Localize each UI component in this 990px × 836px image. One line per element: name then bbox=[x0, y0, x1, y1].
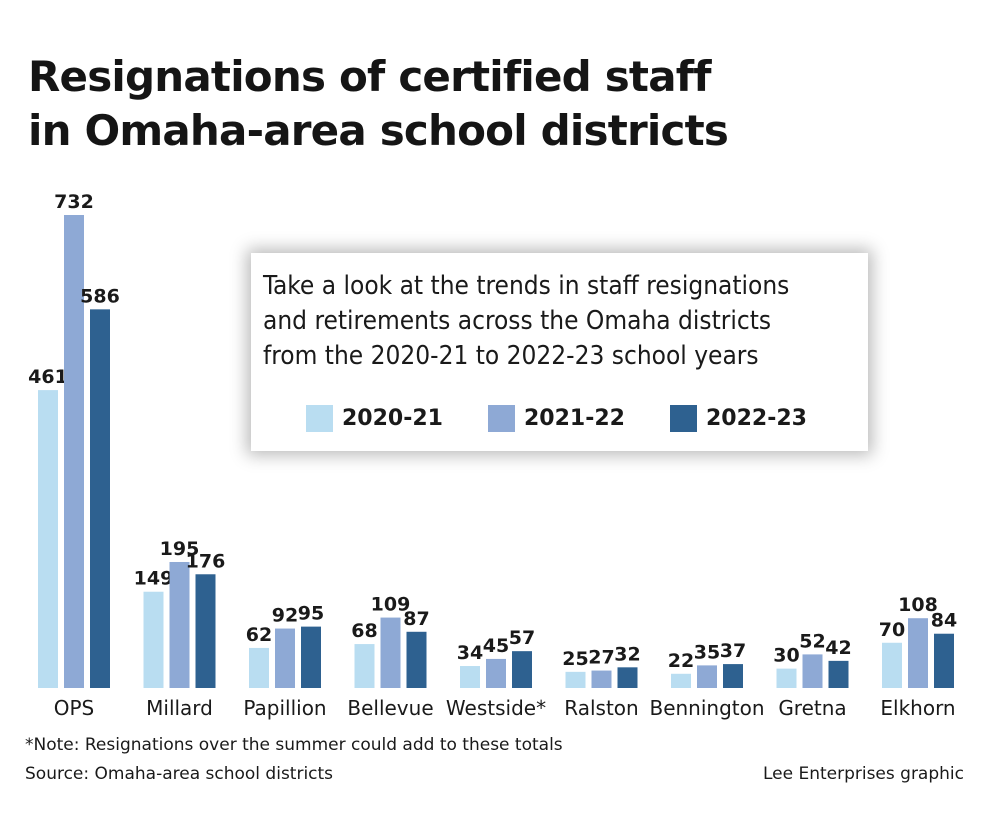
bar-bennington-2021-22 bbox=[697, 665, 717, 688]
data-label-bellevue-2020-21: 68 bbox=[351, 620, 377, 642]
data-label-millard-2021-22: 195 bbox=[160, 538, 200, 560]
data-label-ralston-2022-23: 32 bbox=[614, 643, 640, 665]
data-label-bellevue-2022-23: 87 bbox=[403, 608, 429, 630]
category-label-elkhorn: Elkhorn bbox=[880, 696, 955, 720]
legend-item-2021-22: 2021-22 bbox=[487, 405, 625, 432]
data-label-ralston-2020-21: 25 bbox=[562, 648, 588, 670]
category-label-bennington: Bennington bbox=[649, 696, 764, 720]
bar-papillion-2021-22 bbox=[275, 628, 295, 688]
data-label-papillion-2022-23: 95 bbox=[298, 603, 324, 625]
bar-westside-2022-23 bbox=[512, 651, 532, 688]
category-label-millard: Millard bbox=[146, 696, 213, 720]
legend-label-2022-23: 2022-23 bbox=[705, 406, 807, 431]
legend-swatch-2020-21 bbox=[306, 405, 333, 432]
bar-ralston-2020-21 bbox=[565, 671, 586, 688]
bar-elkhorn-2021-22 bbox=[908, 618, 928, 688]
data-label-papillion-2021-22: 92 bbox=[272, 605, 298, 627]
chart-description: Take a look at the trends in staff resig… bbox=[263, 269, 868, 374]
bar-bellevue-2021-22 bbox=[380, 617, 401, 688]
bar-gretna-2022-23 bbox=[828, 660, 849, 688]
legend-item-2020-21: 2020-21 bbox=[306, 405, 443, 432]
bar-millard-2022-23 bbox=[195, 574, 216, 688]
bar-ops-2020-21 bbox=[38, 390, 58, 688]
data-label-gretna-2022-23: 42 bbox=[825, 637, 851, 659]
legend-item-2022-23: 2022-23 bbox=[669, 405, 807, 432]
category-label-westside: Westside* bbox=[446, 696, 546, 720]
data-label-ops-2022-23: 586 bbox=[80, 285, 120, 307]
data-label-westside-2021-22: 45 bbox=[483, 635, 509, 657]
legend-swatch-2021-22 bbox=[487, 405, 515, 432]
category-label-papillion: Papillion bbox=[243, 696, 326, 720]
legend: 2020-21 2021-22 2022-23 bbox=[306, 405, 852, 432]
credit: Lee Enterprises graphic bbox=[762, 764, 964, 784]
description-line-2: and retirements across the Omaha distric… bbox=[263, 306, 772, 336]
bar-ralston-2021-22 bbox=[591, 670, 612, 688]
data-label-ralston-2021-22: 27 bbox=[588, 647, 614, 669]
source-note: Source: Omaha-area school districts bbox=[25, 764, 334, 784]
bar-gretna-2020-21 bbox=[776, 668, 797, 688]
data-label-bellevue-2021-22: 109 bbox=[371, 594, 411, 616]
bar-bennington-2022-23 bbox=[723, 664, 743, 688]
bar-bellevue-2022-23 bbox=[406, 631, 427, 688]
bar-millard-2021-22 bbox=[169, 561, 190, 688]
category-label-ops: OPS bbox=[54, 696, 95, 720]
bar-millard-2020-21 bbox=[143, 591, 164, 688]
bar-papillion-2020-21 bbox=[249, 647, 269, 688]
data-label-elkhorn-2021-22: 108 bbox=[898, 594, 938, 616]
data-label-papillion-2020-21: 62 bbox=[246, 624, 272, 646]
data-label-ops-2020-21: 461 bbox=[28, 366, 68, 388]
bar-elkhorn-2022-23 bbox=[934, 633, 954, 688]
data-label-bennington-2021-22: 35 bbox=[694, 641, 720, 663]
data-label-westside-2022-23: 57 bbox=[509, 627, 535, 649]
data-label-gretna-2021-22: 52 bbox=[799, 630, 825, 652]
category-label-bellevue: Bellevue bbox=[347, 696, 433, 720]
data-label-bennington-2022-23: 37 bbox=[720, 640, 746, 662]
category-label-gretna: Gretna bbox=[778, 696, 846, 720]
bar-westside-2020-21 bbox=[460, 666, 480, 688]
category-label-ralston: Ralston bbox=[564, 696, 638, 720]
bar-westside-2021-22 bbox=[486, 658, 506, 688]
chart-title: Resignations of certified staff in Omaha… bbox=[28, 50, 968, 158]
description-line-1: Take a look at the trends in staff resig… bbox=[263, 271, 790, 301]
bar-elkhorn-2020-21 bbox=[882, 642, 902, 688]
data-label-gretna-2020-21: 30 bbox=[773, 645, 799, 667]
title-line-2: in Omaha-area school districts bbox=[28, 106, 729, 155]
data-label-westside-2020-21: 34 bbox=[457, 642, 483, 664]
data-label-bennington-2020-21: 22 bbox=[668, 650, 694, 672]
legend-swatch-2022-23 bbox=[669, 405, 697, 432]
data-label-elkhorn-2020-21: 70 bbox=[879, 619, 905, 641]
bar-bellevue-2020-21 bbox=[354, 644, 375, 688]
description-line-3: from the 2020-21 to 2022-23 school years bbox=[263, 341, 759, 371]
legend-label-2020-21: 2020-21 bbox=[342, 406, 443, 431]
title-line-1: Resignations of certified staff bbox=[28, 52, 712, 101]
data-label-ops-2021-22: 732 bbox=[54, 191, 94, 213]
bar-gretna-2021-22 bbox=[802, 654, 823, 688]
data-label-elkhorn-2022-23: 84 bbox=[931, 610, 957, 632]
legend-label-2021-22: 2021-22 bbox=[523, 406, 625, 431]
bar-ops-2021-22 bbox=[64, 215, 84, 688]
bar-bennington-2020-21 bbox=[671, 673, 691, 688]
bar-ralston-2022-23 bbox=[617, 667, 638, 688]
bar-papillion-2022-23 bbox=[301, 626, 321, 688]
legend-box: Take a look at the trends in staff resig… bbox=[251, 253, 868, 451]
data-label-millard-2022-23: 176 bbox=[186, 550, 226, 572]
footnote: *Note: Resignations over the summer coul… bbox=[25, 735, 563, 755]
bar-ops-2022-23 bbox=[90, 309, 110, 688]
data-label-millard-2020-21: 149 bbox=[134, 568, 174, 590]
